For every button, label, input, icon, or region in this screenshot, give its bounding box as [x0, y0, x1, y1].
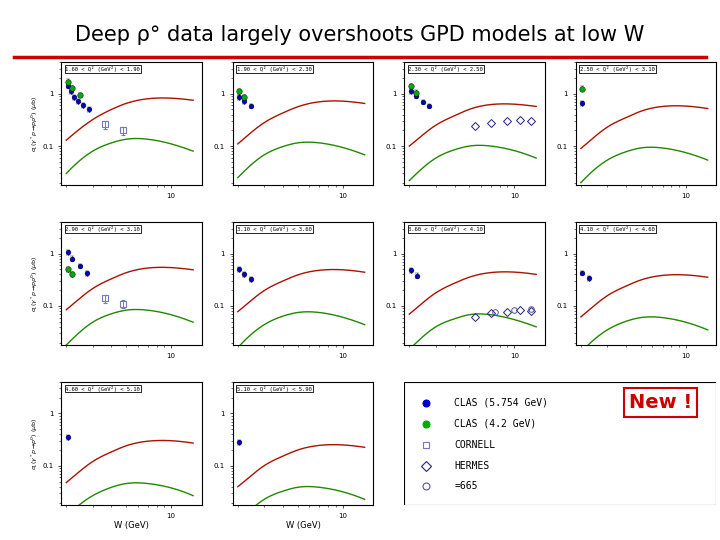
Text: 1.90 < Q² (GeV²) < 2.30: 1.90 < Q² (GeV²) < 2.30: [237, 66, 312, 72]
Text: 1.60 < Q² (GeV²) < 1.90: 1.60 < Q² (GeV²) < 1.90: [66, 66, 140, 72]
Text: New !: New !: [629, 393, 692, 413]
Y-axis label: $\sigma_L(\gamma^*p\!\to\!p^0)$ ($\mu$b): $\sigma_L(\gamma^*p\!\to\!p^0)$ ($\mu$b): [30, 417, 40, 470]
Text: 2.50 < Q² (GeV²) < 3.10: 2.50 < Q² (GeV²) < 3.10: [580, 66, 654, 72]
Text: 5.10 < Q² (GeV²) < 5.90: 5.10 < Q² (GeV²) < 5.90: [237, 386, 312, 392]
X-axis label: W (GeV): W (GeV): [286, 521, 320, 530]
Text: 4.10 < Q² (GeV²) < 4.60: 4.10 < Q² (GeV²) < 4.60: [580, 226, 654, 232]
Text: CLAS (4.2 GeV): CLAS (4.2 GeV): [454, 418, 536, 429]
Text: CLAS (5.754 GeV): CLAS (5.754 GeV): [454, 398, 548, 408]
Text: 4.60 < Q² (GeV²) < 5.10: 4.60 < Q² (GeV²) < 5.10: [66, 386, 140, 392]
Text: 3.60 < Q² (GeV²) < 4.10: 3.60 < Q² (GeV²) < 4.10: [408, 226, 483, 232]
Y-axis label: $\sigma_L(\gamma^*p\!\to\!p\rho^0)$ ($\mu$b): $\sigma_L(\gamma^*p\!\to\!p\rho^0)$ ($\m…: [30, 255, 40, 312]
X-axis label: W (GeV): W (GeV): [114, 521, 149, 530]
Y-axis label: $\sigma_L(\gamma^*p\!\to\!p\rho^0)$ ($\mu$b): $\sigma_L(\gamma^*p\!\to\!p\rho^0)$ ($\m…: [30, 96, 40, 152]
Text: 2.30 < Q² (GeV²) < 2.50: 2.30 < Q² (GeV²) < 2.50: [408, 66, 483, 72]
Text: 2.90 < Q² (GeV²) < 3.10: 2.90 < Q² (GeV²) < 3.10: [66, 226, 140, 232]
Text: CORNELL: CORNELL: [454, 440, 495, 450]
Text: 3.10 < Q² (GeV²) < 3.60: 3.10 < Q² (GeV²) < 3.60: [237, 226, 312, 232]
Text: Deep ρ° data largely overshoots GPD models at low W: Deep ρ° data largely overshoots GPD mode…: [76, 25, 644, 45]
Text: =665: =665: [454, 482, 477, 491]
Text: HERMES: HERMES: [454, 461, 490, 470]
